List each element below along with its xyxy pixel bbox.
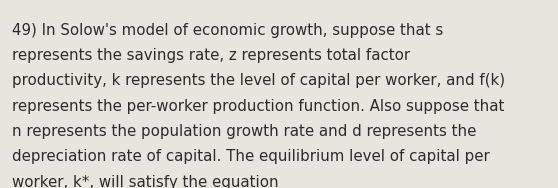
Text: depreciation rate of capital. The equilibrium level of capital per: depreciation rate of capital. The equili… [12, 149, 490, 164]
Text: represents the per-worker production function. Also suppose that: represents the per-worker production fun… [12, 99, 504, 114]
Text: 49) In Solow's model of economic growth, suppose that s: 49) In Solow's model of economic growth,… [12, 23, 444, 38]
Text: worker, k*, will satisfy the equation: worker, k*, will satisfy the equation [12, 175, 279, 188]
Text: productivity, k represents the level of capital per worker, and f(k): productivity, k represents the level of … [12, 73, 506, 88]
Text: n represents the population growth rate and d represents the: n represents the population growth rate … [12, 124, 477, 139]
Text: represents the savings rate, z represents total factor: represents the savings rate, z represent… [12, 48, 410, 63]
